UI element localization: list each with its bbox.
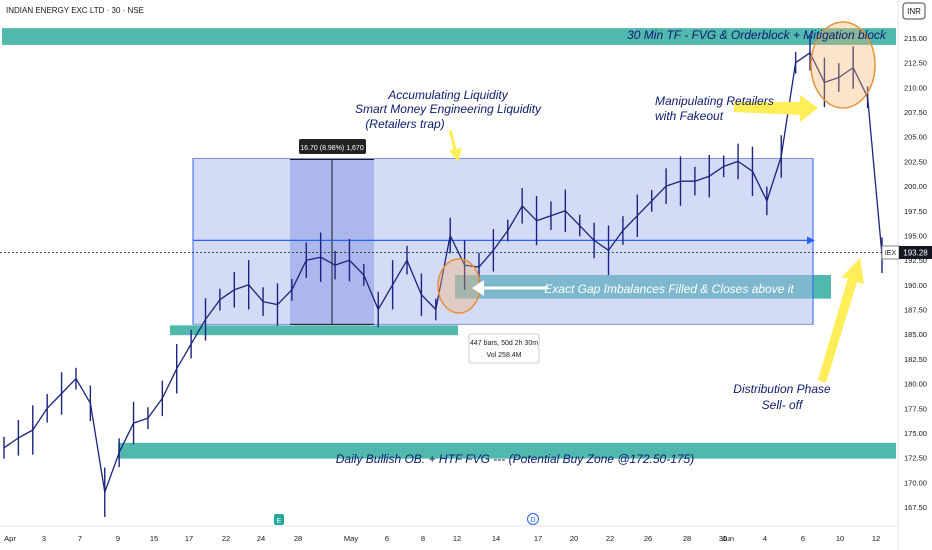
time-tick-label: 4 bbox=[763, 534, 767, 543]
label-distribution-2: Sell- off bbox=[762, 398, 804, 412]
label-top-zone: 30 Min TF - FVG & Orderblock + Mitigatio… bbox=[627, 28, 887, 42]
price-tick-label: 177.50 bbox=[904, 404, 927, 413]
event-marker-earnings[interactable] bbox=[274, 514, 284, 525]
label-distribution-1: Distribution Phase bbox=[733, 382, 831, 396]
time-tick-label: 26 bbox=[644, 534, 652, 543]
price-tick-label: 210.00 bbox=[904, 83, 927, 92]
price-tick-label: 190.00 bbox=[904, 281, 927, 290]
highlight-fakeout bbox=[810, 21, 876, 109]
time-tick-label: May bbox=[344, 534, 358, 543]
time-tick-label: 22 bbox=[606, 534, 614, 543]
price-tick-label: 167.50 bbox=[904, 503, 927, 512]
time-tick-label: 28 bbox=[294, 534, 302, 543]
price-axis-panel bbox=[898, 0, 932, 550]
range-box[interactable] bbox=[192, 157, 814, 325]
time-tick-label: 3 bbox=[42, 534, 46, 543]
time-tick-label: 15 bbox=[150, 534, 158, 543]
time-tick-label: 30 bbox=[719, 534, 727, 543]
price-tick-label: 200.00 bbox=[904, 182, 927, 191]
time-tick-label: 22 bbox=[222, 534, 230, 543]
label-manipulating-2: with Fakeout bbox=[655, 109, 724, 123]
time-tick-label: 12 bbox=[872, 534, 880, 543]
range-info-volume: Vol 258.4M bbox=[486, 352, 521, 359]
last-price-tag-box bbox=[899, 245, 932, 259]
time-tick-label: 9 bbox=[116, 534, 120, 543]
last-price-tag: 193.28 bbox=[903, 248, 928, 257]
currency-badge[interactable] bbox=[902, 2, 926, 20]
label-gap-filled: Exact Gap Imbalances Filled & Closes abo… bbox=[544, 282, 794, 296]
time-tick-label: 28 bbox=[683, 534, 691, 543]
ticker-tag: IEX bbox=[885, 250, 897, 257]
symbol-header: INDIAN ENERGY EXC LTD · 30 · NSE bbox=[6, 6, 144, 15]
measure-label: 16.70 (8.98%) 1,670 bbox=[300, 145, 364, 152]
time-tick-label: 12 bbox=[453, 534, 461, 543]
price-tick-label: 195.00 bbox=[904, 231, 927, 240]
time-tick-label: 24 bbox=[257, 534, 265, 543]
price-tick-label: 185.00 bbox=[904, 330, 927, 339]
price-series-line[interactable] bbox=[3, 52, 883, 493]
price-tick-label: 212.50 bbox=[904, 59, 927, 68]
range-info-bars: 447 bars, 50d 2h 30m bbox=[470, 340, 538, 347]
price-tick-label: 170.00 bbox=[904, 478, 927, 487]
label-manipulating-1: Manipulating Retailers bbox=[655, 94, 774, 108]
zone-top-mitigation[interactable] bbox=[2, 28, 896, 45]
time-tick-label: 17 bbox=[534, 534, 542, 543]
price-tick-label: 182.50 bbox=[904, 355, 927, 364]
time-tick-label: 6 bbox=[385, 534, 389, 543]
price-tick-label: 175.00 bbox=[904, 429, 927, 438]
time-tick-label: Jun bbox=[722, 534, 734, 543]
time-axis: Apr 3 7 9 15 17 22 24 28 May 6 8 12 14 17 20 22 26 28 30Jun… bbox=[4, 534, 880, 543]
highlight-gap-fill bbox=[437, 258, 481, 314]
arrow-distribution bbox=[818, 258, 864, 383]
price-tick-label: 192.50 bbox=[904, 256, 927, 265]
price-tick-label: 180.00 bbox=[904, 380, 927, 389]
price-tick-label: 205.00 bbox=[904, 133, 927, 142]
time-tick-label: 7 bbox=[78, 534, 82, 543]
event-marker-earnings-label: E bbox=[277, 518, 282, 525]
price-tick-label: 197.50 bbox=[904, 207, 927, 216]
label-accumulating-3: (Retailers trap) bbox=[365, 117, 444, 131]
range-info-box bbox=[468, 333, 540, 364]
price-tick-label: 207.50 bbox=[904, 108, 927, 117]
arrow-gap-fill-head bbox=[472, 280, 484, 296]
price-tick-label: 215.00 bbox=[904, 34, 927, 43]
event-marker-dividend[interactable] bbox=[527, 513, 539, 525]
price-tick-label: 187.50 bbox=[904, 306, 927, 315]
price-tick-label: 172.50 bbox=[904, 454, 927, 463]
zone-demand-small[interactable] bbox=[170, 325, 458, 336]
label-accumulating-1: Accumulating Liquidity bbox=[387, 88, 508, 102]
label-accumulating-2: Smart Money Engineering Liquidity bbox=[355, 102, 542, 116]
label-bottom-zone: Daily Bullish OB. + HTF FVG --- (Potenti… bbox=[336, 452, 694, 466]
measure-label-box bbox=[299, 139, 366, 154]
time-tick-label: 20 bbox=[570, 534, 578, 543]
zone-daily-bullish-ob[interactable] bbox=[118, 442, 896, 459]
event-marker-dividend-label: D bbox=[530, 517, 535, 524]
time-tick-label: 8 bbox=[421, 534, 425, 543]
currency-label: INR bbox=[907, 7, 921, 16]
time-tick-label: 14 bbox=[492, 534, 500, 543]
time-tick-label: Apr bbox=[4, 534, 16, 543]
price-axis: 215.00 212.50 210.00 207.50 205.00 202.50 200.… bbox=[904, 34, 927, 512]
price-tick-label: 202.50 bbox=[904, 157, 927, 166]
arrow-fakeout bbox=[734, 95, 818, 122]
time-tick-label: 10 bbox=[836, 534, 844, 543]
time-tick-label: 17 bbox=[185, 534, 193, 543]
price-wicks bbox=[3, 35, 883, 517]
range-midline-arrow bbox=[807, 236, 815, 245]
arrow-trap-head bbox=[449, 148, 462, 162]
time-tick-label: 6 bbox=[801, 534, 805, 543]
